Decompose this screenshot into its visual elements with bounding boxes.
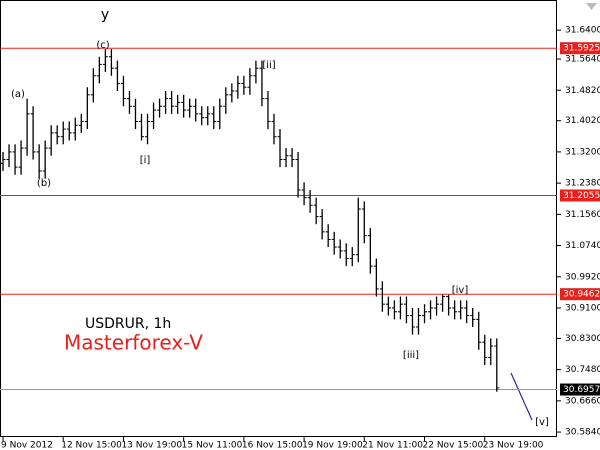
y-tick-label: 31.5640 [565, 55, 600, 65]
y-tick-label: 31.4020 [565, 116, 600, 126]
x-tick-label: 22 Nov 15:00 [423, 441, 484, 450]
x-tick-label: 15 Nov 11:00 [182, 441, 243, 450]
level-label-bg [560, 42, 600, 55]
chart-subtitle: Masterforex-V [64, 331, 203, 355]
y-tick-label: 31.3200 [565, 147, 600, 157]
level-label: 30.9462 [563, 290, 600, 300]
wave-label: (a) [11, 89, 25, 100]
wave-label: y [101, 7, 109, 23]
y-tick-label: 30.9100 [565, 303, 600, 313]
wave-label: (c) [96, 40, 109, 51]
wave-label: (b) [37, 178, 51, 189]
wave-label: [iv] [452, 285, 469, 296]
x-tick-label: 21 Nov 11:00 [362, 441, 423, 450]
y-tick-label: 31.4820 [565, 86, 600, 96]
x-tick-label: 16 Nov 15:00 [242, 441, 303, 450]
plot-frame [0, 0, 557, 437]
y-tick-label: 30.8300 [565, 334, 600, 344]
x-tick-label: 12 Nov 15:00 [61, 441, 122, 450]
last-price-label: 30.6957 [563, 385, 600, 395]
x-tick-label: 13 Nov 19:00 [121, 441, 182, 450]
y-tick-label: 31.6400 [565, 26, 600, 36]
scroll-icon [586, 3, 597, 10]
wave-label: [i] [140, 155, 151, 166]
wave-label: [iii] [403, 350, 419, 361]
y-tick-label: 30.9920 [565, 272, 600, 282]
level-label-bg [560, 189, 600, 202]
y-tick-label: 30.7480 [565, 365, 600, 375]
y-tick-label: 31.2380 [565, 179, 600, 189]
x-tick-label: 19 Nov 19:00 [302, 441, 363, 450]
wave-label: [ii] [262, 60, 275, 71]
y-tick-label: 31.0740 [565, 241, 600, 251]
wave-label: [v] [535, 417, 549, 428]
x-tick-label: 9 Nov 2012 [1, 441, 53, 450]
y-tick-label: 30.6660 [565, 396, 600, 406]
y-tick-label: 31.1560 [565, 210, 600, 220]
level-label: 31.5925 [563, 44, 600, 54]
chart-title: USDRUR, 1h [85, 316, 171, 332]
last-price-bg [560, 383, 600, 396]
level-label-bg [560, 288, 600, 301]
forecast-line [510, 372, 533, 421]
x-tick-label: 23 Nov 19:00 [483, 441, 544, 450]
y-tick-label: 30.5840 [565, 428, 600, 438]
level-label: 31.2055 [563, 191, 600, 201]
